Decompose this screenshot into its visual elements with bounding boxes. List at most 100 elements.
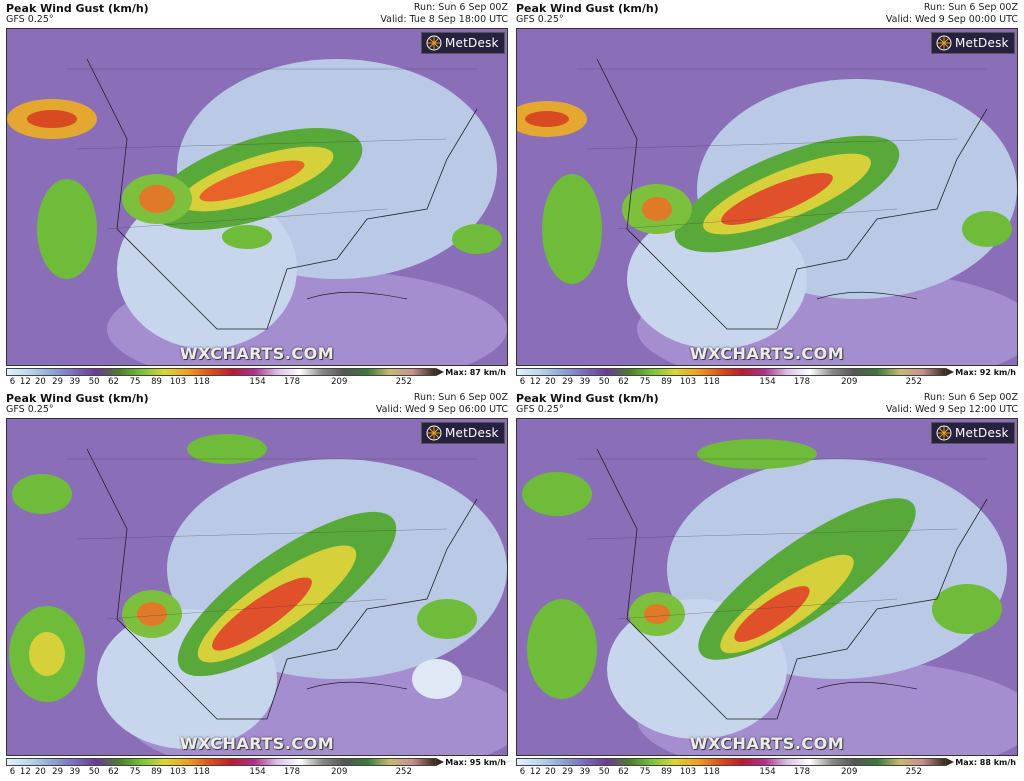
colorbar-tick-label: 209 (841, 377, 858, 387)
colorbar-ticks: 6 12 20 29 39 50 62 75 89 103 118 154 178 209 252 (6, 767, 436, 779)
colorbar-tick-label: 62 (108, 767, 119, 777)
colorbar-tick-label: 39 (579, 377, 591, 387)
map-image (517, 419, 1017, 755)
metdesk-logo: MetDesk (931, 32, 1015, 54)
metdesk-brand-text: MetDesk (445, 36, 499, 50)
colorbar-tick-label: 20 (544, 377, 556, 387)
colorbar (6, 368, 436, 376)
colorbar-tick-label: 209 (841, 767, 858, 777)
colorbar-tick-label: 12 (529, 377, 541, 387)
chart-panel-4: Peak Wind Gust (km/h) GFS 0.25° Run: Sun… (514, 392, 1020, 779)
colorbar-tick-label: 103 (679, 767, 697, 777)
run-label: Run: Sun 6 Sep 00Z (923, 392, 1018, 403)
colorbar-tick-label: 12 (19, 767, 31, 777)
colorbar-tick-label: 75 (129, 767, 141, 777)
colorbar (516, 758, 946, 766)
metdesk-brand-text: MetDesk (445, 426, 499, 440)
metdesk-logo: MetDesk (421, 32, 505, 54)
colorbar-tick-label: 62 (618, 767, 629, 777)
metdesk-icon (426, 425, 442, 441)
colorbar (6, 758, 436, 766)
colorbar-tick-label: 75 (639, 767, 651, 777)
panel-title: Peak Wind Gust (km/h) (516, 392, 659, 405)
colorbar-tick-label: 89 (151, 767, 162, 777)
colorbar-tick-label: 154 (249, 767, 266, 777)
colorbar-tick-label: 29 (52, 377, 64, 387)
colorbar-tick-label: 89 (661, 377, 672, 387)
colorbar-tick-label: 252 (905, 767, 922, 777)
colorbar-ticks: 6 12 20 29 39 50 62 75 89 103 118 154 178 209 252 (6, 377, 436, 389)
colorbar-tick-label: 62 (108, 377, 119, 387)
colorbar-tick-label: 12 (19, 377, 31, 387)
colorbar-arrow-icon (436, 758, 444, 766)
colorbar-tick-label: 20 (34, 767, 46, 777)
colorbar-tick-label: 6 (519, 377, 526, 387)
colorbar-tick-label: 118 (193, 767, 210, 777)
colorbar-tick-label: 118 (193, 377, 210, 387)
colorbar-tick-label: 6 (9, 377, 16, 387)
colorbar-tick-label: 75 (639, 377, 651, 387)
max-label: Max: 88 km/h (955, 758, 1016, 767)
valid-label: Valid: Tue 8 Sep 18:00 UTC (380, 14, 508, 25)
colorbar-tick-label: 178 (793, 377, 811, 387)
run-label: Run: Sun 6 Sep 00Z (413, 2, 508, 13)
max-label: Max: 92 km/h (955, 368, 1016, 377)
metdesk-icon (426, 35, 442, 51)
wxcharts-watermark: WXCHARTS.COM (179, 344, 335, 363)
wind-gust-map: MetDesk WXCHARTS.COM (6, 28, 508, 366)
panel-title: Peak Wind Gust (km/h) (516, 2, 659, 15)
metdesk-logo: MetDesk (421, 422, 505, 444)
model-label: GFS 0.25° (6, 14, 54, 25)
colorbar-tick-label: 50 (88, 767, 100, 777)
colorbar-tick-label: 118 (703, 377, 720, 387)
colorbar-arrow-icon (946, 368, 954, 376)
colorbar-tick-label: 252 (395, 377, 412, 387)
chart-panel-3: Peak Wind Gust (km/h) GFS 0.25° Run: Sun… (4, 392, 510, 779)
colorbar (516, 368, 946, 376)
run-label: Run: Sun 6 Sep 00Z (413, 392, 508, 403)
wind-gust-map: MetDesk WXCHARTS.COM (516, 418, 1018, 756)
panel-title: Peak Wind Gust (km/h) (6, 392, 149, 405)
colorbar-tick-label: 50 (88, 377, 100, 387)
colorbar-tick-label: 12 (529, 767, 541, 777)
colorbar-tick-label: 103 (169, 377, 187, 387)
metdesk-brand-text: MetDesk (955, 426, 1009, 440)
valid-label: Valid: Wed 9 Sep 12:00 UTC (885, 404, 1018, 415)
metdesk-logo: MetDesk (931, 422, 1015, 444)
colorbar-tick-label: 20 (544, 767, 556, 777)
max-label: Max: 87 km/h (445, 368, 506, 377)
wxcharts-watermark: WXCHARTS.COM (689, 344, 845, 363)
map-image (7, 29, 507, 365)
colorbar-tick-label: 89 (151, 377, 162, 387)
valid-label: Valid: Wed 9 Sep 00:00 UTC (885, 14, 1018, 25)
colorbar-tick-label: 154 (759, 767, 776, 777)
colorbar-tick-label: 29 (52, 767, 64, 777)
map-image (7, 419, 507, 755)
colorbar-tick-label: 103 (169, 767, 187, 777)
colorbar-ticks: 6 12 20 29 39 50 62 75 89 103 118 154 178 209 252 (516, 767, 946, 779)
wind-gust-map: MetDesk WXCHARTS.COM (6, 418, 508, 756)
colorbar-tick-label: 118 (703, 767, 720, 777)
colorbar-tick-label: 39 (579, 767, 591, 777)
run-label: Run: Sun 6 Sep 00Z (923, 2, 1018, 13)
colorbar-tick-label: 29 (562, 767, 574, 777)
colorbar-tick-label: 209 (331, 767, 348, 777)
model-label: GFS 0.25° (516, 14, 564, 25)
colorbar-tick-label: 50 (598, 377, 610, 387)
colorbar-tick-label: 75 (129, 377, 141, 387)
colorbar-tick-label: 89 (661, 767, 672, 777)
colorbar-tick-label: 39 (69, 767, 81, 777)
colorbar-tick-label: 50 (598, 767, 610, 777)
colorbar-tick-label: 62 (618, 377, 629, 387)
colorbar-tick-label: 252 (395, 767, 412, 777)
colorbar-tick-label: 154 (249, 377, 266, 387)
colorbar-arrow-icon (436, 368, 444, 376)
wxcharts-watermark: WXCHARTS.COM (689, 734, 845, 753)
wind-gust-map: MetDesk WXCHARTS.COM (516, 28, 1018, 366)
model-label: GFS 0.25° (6, 404, 54, 415)
colorbar-tick-label: 29 (562, 377, 574, 387)
colorbar-tick-label: 103 (679, 377, 697, 387)
colorbar-tick-label: 178 (793, 767, 811, 777)
metdesk-brand-text: MetDesk (955, 36, 1009, 50)
colorbar-tick-label: 209 (331, 377, 348, 387)
